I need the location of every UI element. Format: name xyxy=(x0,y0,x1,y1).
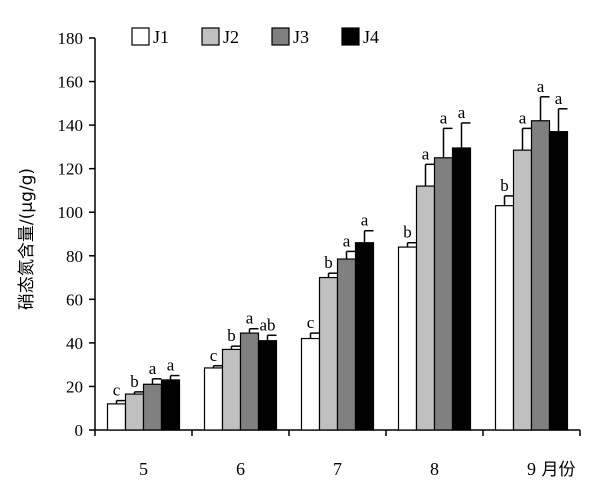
x-tick-label: 8 xyxy=(430,459,439,479)
legend-swatch-j1 xyxy=(131,27,150,46)
bar-j2-6 xyxy=(221,348,242,431)
x-tick-label: 9 xyxy=(527,459,536,479)
significance-label: a xyxy=(519,108,527,127)
significance-label: a xyxy=(440,108,448,127)
significance-label: a xyxy=(343,231,351,250)
significance-label: c xyxy=(113,381,121,400)
y-axis-label: 硝态氮含量/(μg/g) xyxy=(17,168,37,310)
y-axis: 0 20 40 60 80 100 120 140 160 180 xyxy=(58,29,96,440)
bar-j4-7 xyxy=(354,242,375,431)
y-tick-label: 40 xyxy=(66,334,83,353)
y-tick-label: 0 xyxy=(75,421,84,440)
bar-j3-6 xyxy=(239,332,260,431)
significance-label: b xyxy=(500,176,509,195)
significance-label: ab xyxy=(259,315,275,334)
x-axis-unit-label: 月份 xyxy=(542,460,576,480)
bar-j3-9 xyxy=(530,120,551,431)
significance-label: a xyxy=(361,211,369,230)
bar-j1-7 xyxy=(300,337,321,431)
bar-j4-8 xyxy=(451,147,472,431)
legend-label-j4: J4 xyxy=(363,27,379,47)
legend-swatch-j3 xyxy=(271,27,290,46)
bar-j4-5 xyxy=(160,379,181,431)
significance-label: b xyxy=(227,326,236,345)
bar-j4-9 xyxy=(548,131,569,431)
x-tick-label: 7 xyxy=(333,459,342,479)
y-tick-label: 80 xyxy=(66,247,83,266)
legend-label-j3: J3 xyxy=(293,27,309,47)
bar-j1-6 xyxy=(203,367,224,431)
x-tick-label: 6 xyxy=(236,459,245,479)
significance-label: b xyxy=(130,372,139,391)
legend-label-j1: J1 xyxy=(153,27,169,47)
significance-label: c xyxy=(307,313,315,332)
significance-label: a xyxy=(458,103,466,122)
y-tick-label: 160 xyxy=(58,73,84,92)
legend-label-j2: J2 xyxy=(223,27,239,47)
x-tick-label: 5 xyxy=(139,459,148,479)
legend: J1 J2 J3 J4 xyxy=(131,27,379,47)
legend-swatch-j4 xyxy=(341,27,360,46)
y-tick-label: 100 xyxy=(58,203,84,222)
significance-label: b xyxy=(324,253,333,272)
x-axis: 5 6 7 8 9 xyxy=(94,429,581,479)
significance-label: a xyxy=(167,356,175,375)
bar-j3-7 xyxy=(336,258,357,431)
bar-j1-5 xyxy=(106,403,127,431)
y-tick-label: 120 xyxy=(58,160,84,179)
bar-j3-5 xyxy=(142,383,163,431)
bar-j2-5 xyxy=(124,393,145,431)
y-tick-label: 140 xyxy=(58,116,84,135)
y-tick-label: 60 xyxy=(66,290,83,309)
y-tick-label: 20 xyxy=(66,377,83,396)
bar-j2-7 xyxy=(318,276,339,431)
significance-label: a xyxy=(537,77,545,96)
y-tick-label: 180 xyxy=(58,29,84,48)
significance-label: a xyxy=(422,144,430,163)
significance-label: a xyxy=(246,309,254,328)
legend-swatch-j2 xyxy=(201,27,220,46)
bar-j1-9 xyxy=(494,205,515,431)
bar-j1-8 xyxy=(397,246,418,431)
significance-label: a xyxy=(149,359,157,378)
bar-j4-6 xyxy=(257,340,278,431)
bar-j2-9 xyxy=(512,149,533,431)
bar-j3-8 xyxy=(433,157,454,431)
significance-label: c xyxy=(210,346,218,365)
significance-label: b xyxy=(403,223,412,242)
significance-label: a xyxy=(555,89,563,108)
bar-j2-8 xyxy=(415,185,436,431)
